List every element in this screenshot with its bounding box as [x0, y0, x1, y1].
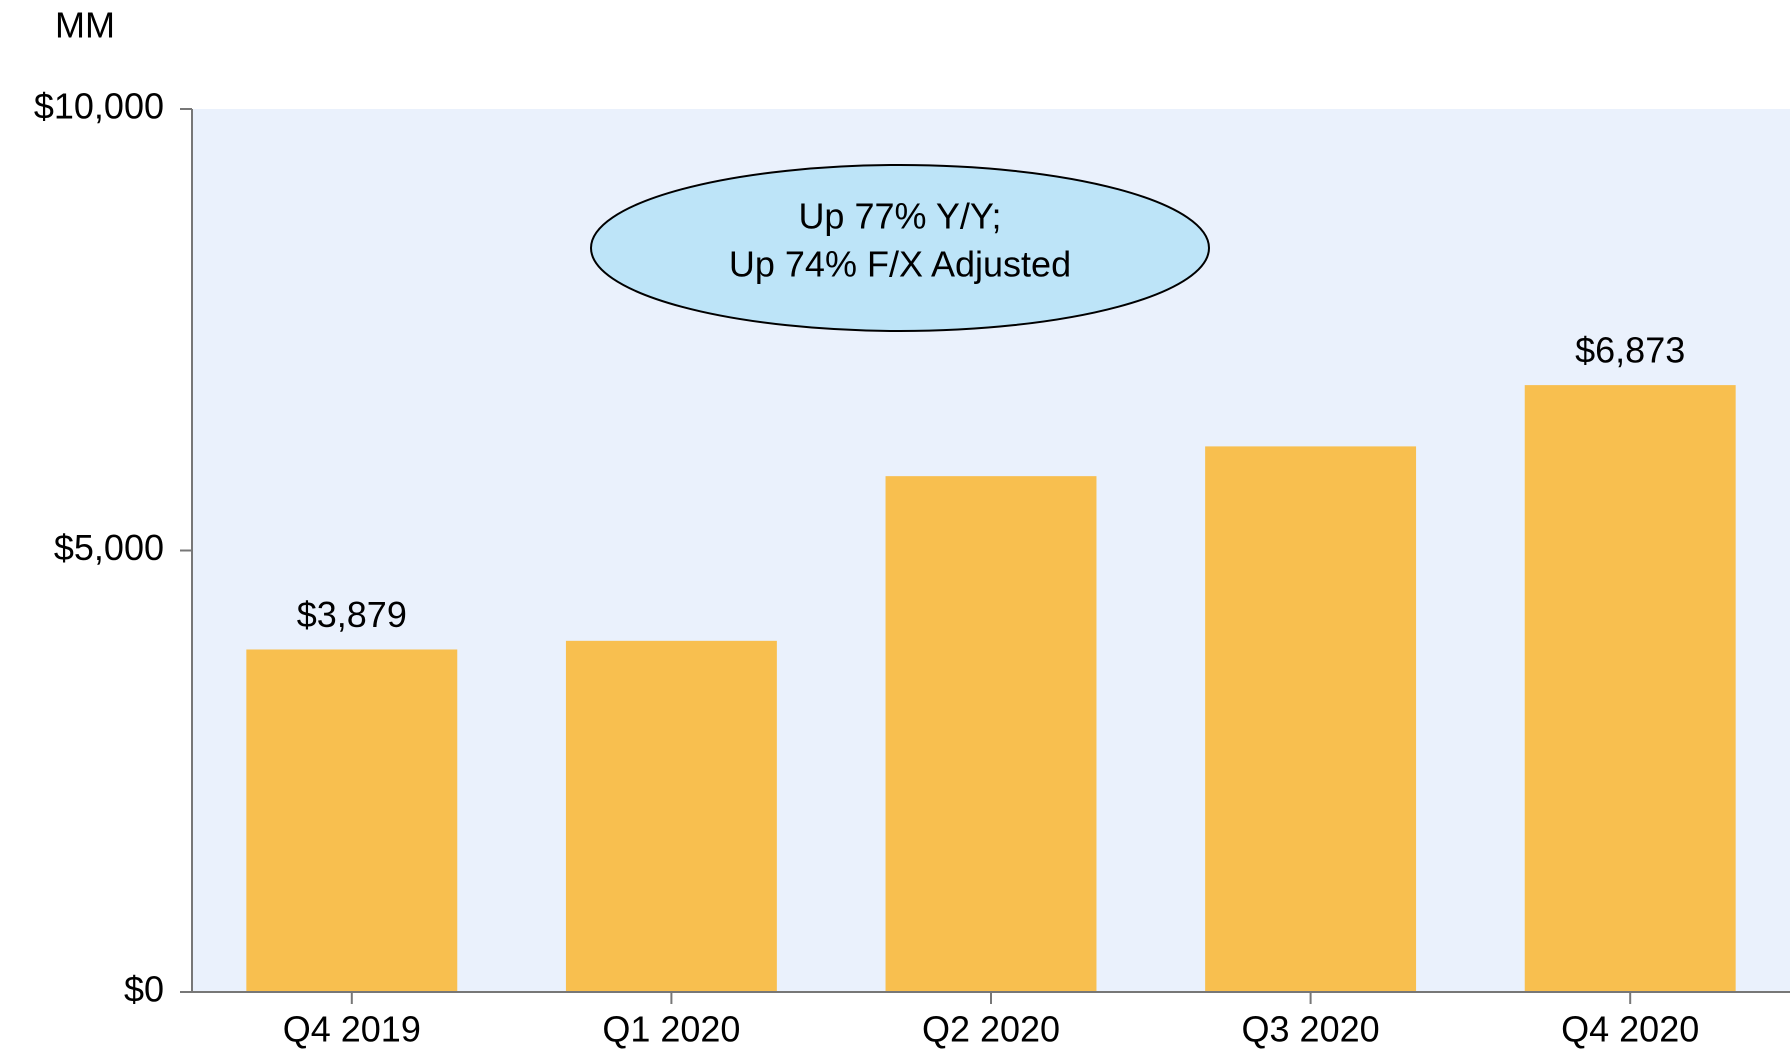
x-tick-label: Q1 2020	[602, 1009, 740, 1050]
annotation-text: Up 77% Y/Y;	[798, 196, 1001, 237]
x-tick-label: Q4 2019	[283, 1009, 421, 1050]
bar	[1205, 446, 1417, 992]
y-tick-label: $5,000	[54, 527, 164, 568]
x-tick-label: Q3 2020	[1242, 1009, 1380, 1050]
bar	[885, 476, 1097, 993]
annotation-text: Up 74% F/X Adjusted	[729, 244, 1071, 285]
annotation-bubble	[590, 164, 1210, 332]
bar	[565, 640, 777, 992]
y-tick-label: $0	[124, 969, 164, 1010]
x-tick-label: Q2 2020	[922, 1009, 1060, 1050]
bar	[246, 649, 458, 992]
value-label: $3,879	[297, 594, 407, 635]
bar	[1524, 385, 1736, 992]
y-tick-label: $10,000	[34, 86, 164, 127]
x-tick-label: Q4 2020	[1561, 1009, 1699, 1050]
value-label: $6,873	[1575, 330, 1685, 371]
y-axis-label: MM	[55, 5, 115, 46]
